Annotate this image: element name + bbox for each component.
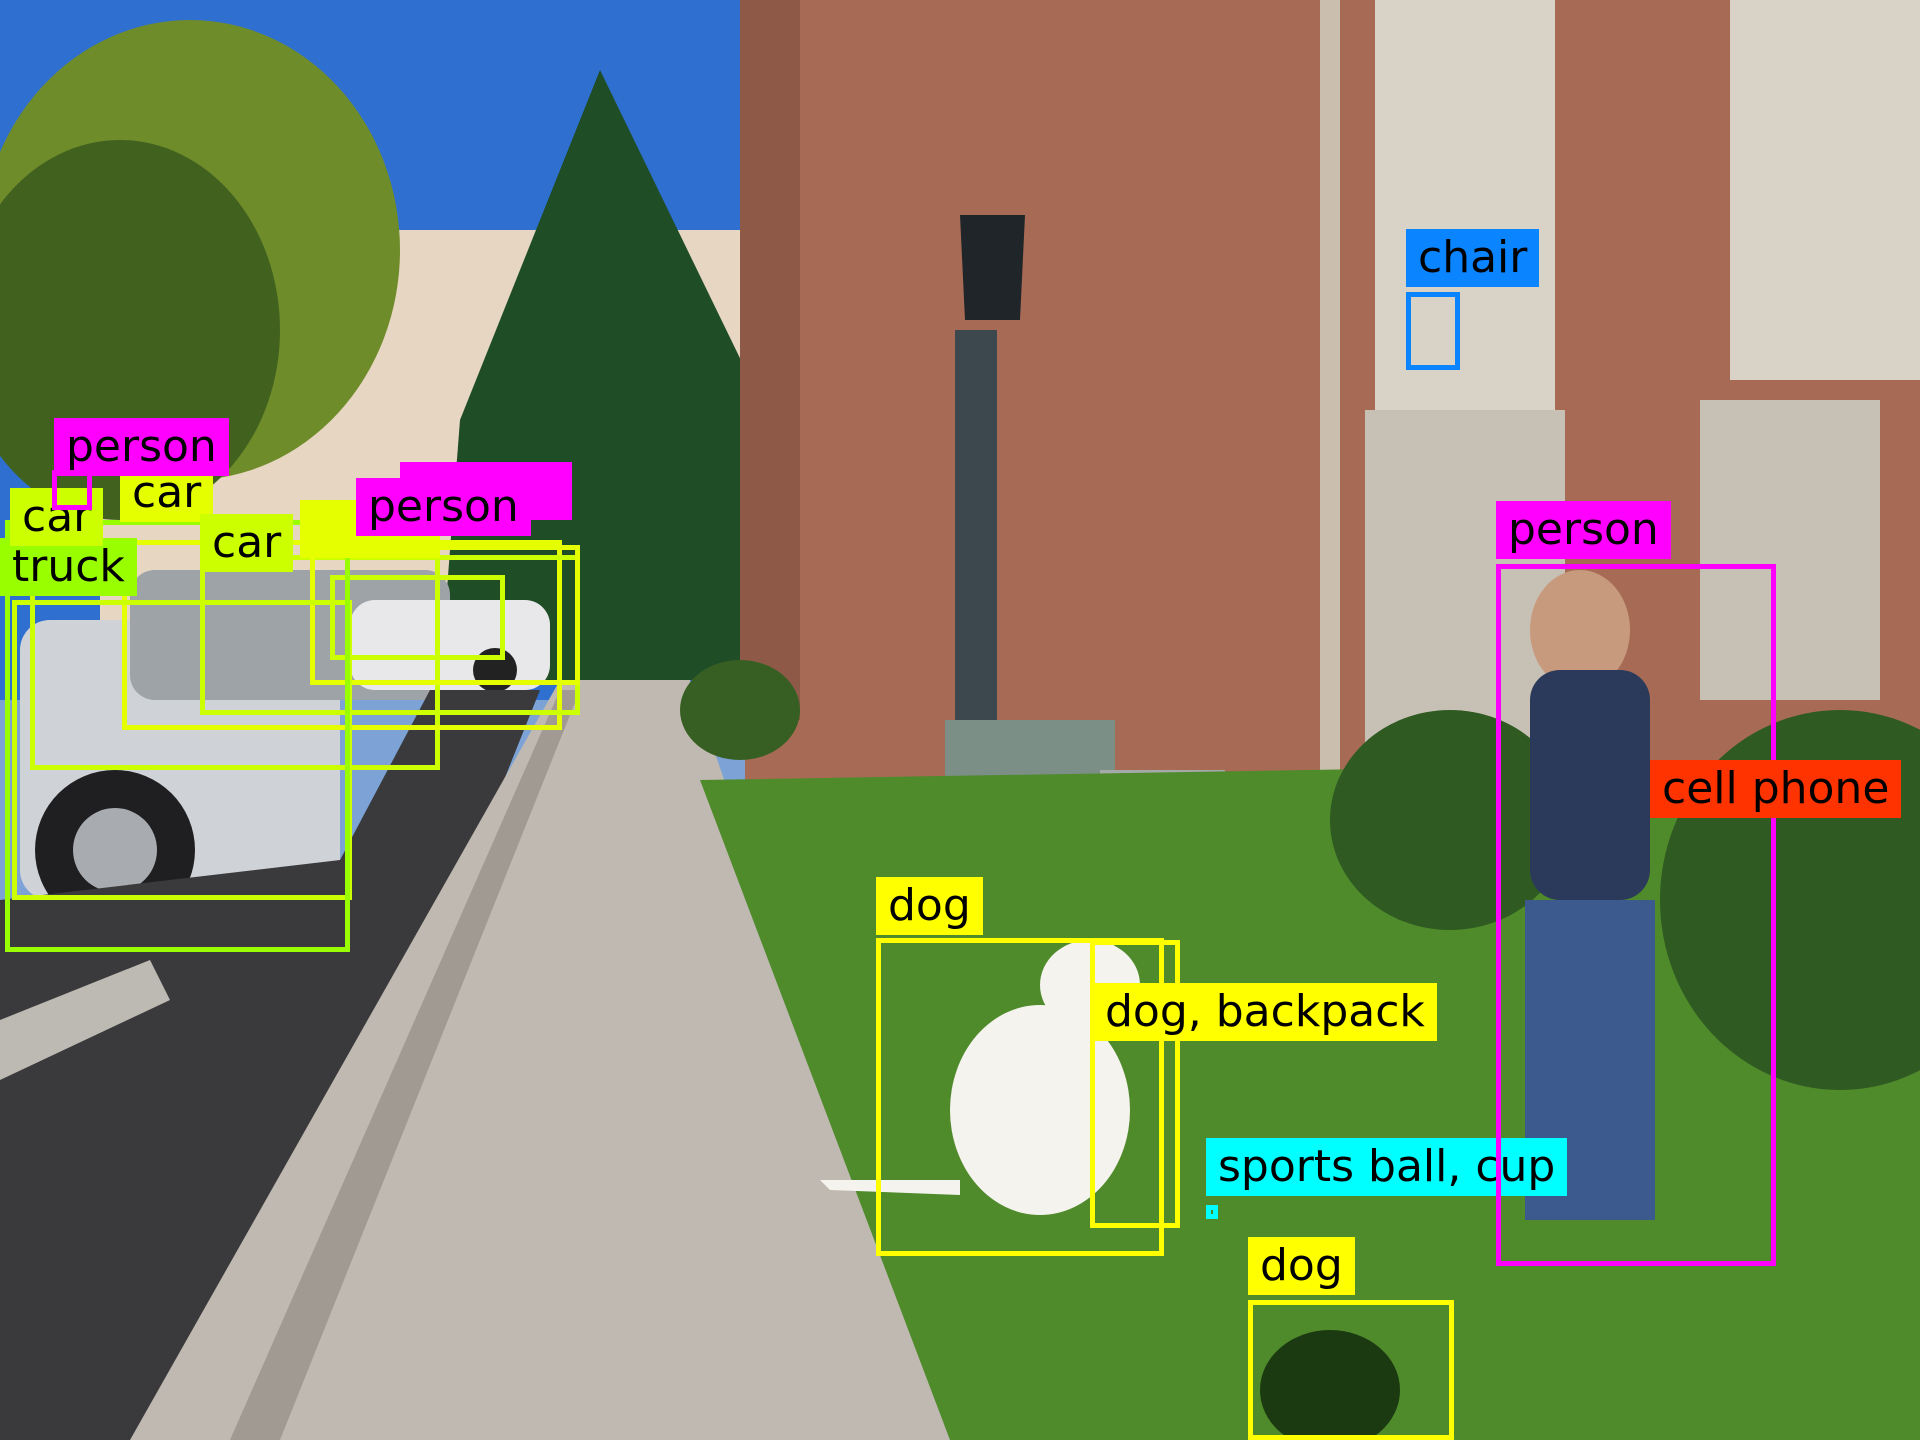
bbox-truck (5, 520, 350, 952)
label-chair: chair (1406, 229, 1540, 287)
woman-shirt (1530, 670, 1650, 900)
bbox-car-4 (310, 545, 580, 685)
bush-left (680, 660, 800, 760)
balcony-upper (1375, 0, 1555, 420)
drainpipe (1320, 0, 1340, 780)
bbox-dog-2 (1248, 1300, 1454, 1440)
label-person-left-1: person (54, 418, 229, 476)
dog-tail (820, 1180, 960, 1195)
lamp-head (960, 215, 1025, 320)
bush-middle (1330, 710, 1570, 930)
building-corner (740, 0, 800, 720)
bbox-car-5 (330, 575, 505, 660)
bbox-sports-ball-cup (1206, 1205, 1218, 1219)
label-person-left-2: person (356, 478, 531, 536)
label-dog-1: dog (876, 877, 983, 935)
bbox-dog-1 (876, 938, 1164, 1256)
curb-stop (0, 960, 170, 1080)
balcony-right-lower (1700, 400, 1880, 700)
dog-body (950, 1005, 1130, 1215)
suv-hub (73, 808, 157, 892)
label-dog-2: dog (1248, 1237, 1355, 1295)
sidewalk-edge (230, 690, 580, 1440)
label-car-3: car (200, 514, 294, 572)
label-truck: truck (0, 538, 137, 596)
label-person-right: person (1496, 501, 1671, 559)
shadow (1260, 1330, 1400, 1440)
balcony-right-upper (1730, 0, 1920, 380)
bbox-person-right (1496, 564, 1776, 1266)
bbox-dog-backpack (1090, 940, 1180, 1228)
parking-lot (0, 690, 540, 1440)
label-dog-backpack: dog, backpack (1093, 983, 1437, 1041)
woman-head (1530, 570, 1630, 690)
bbox-chair (1406, 292, 1460, 370)
label-cell-phone: cell phone (1650, 760, 1902, 818)
bbox-person-left-1 (52, 470, 92, 510)
